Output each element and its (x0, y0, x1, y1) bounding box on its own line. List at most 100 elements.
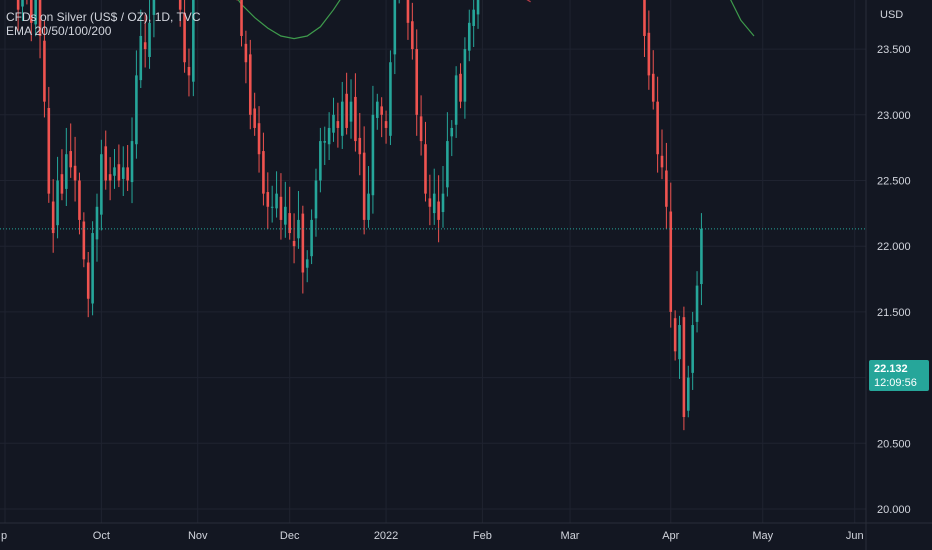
price-axis[interactable]: 20.00020.50021.00021.50022.00022.50023.0… (877, 0, 911, 516)
candle (82, 212, 86, 268)
candle-body (187, 66, 191, 76)
candle-body (432, 193, 436, 214)
candle (69, 123, 72, 178)
candle-body (301, 213, 305, 273)
price-tick-label: 21.500 (877, 307, 911, 319)
candle (113, 148, 116, 189)
candle-body (34, 0, 37, 25)
candle-body (362, 152, 366, 220)
candle (288, 186, 291, 240)
candle (424, 121, 427, 202)
candle (332, 97, 335, 142)
candle (292, 213, 296, 264)
candle (257, 106, 261, 173)
candle-body (700, 228, 703, 285)
candle-body (143, 42, 147, 50)
candle-body (69, 151, 72, 168)
candle-body (152, 0, 156, 15)
candle (244, 30, 248, 84)
candle-body (643, 0, 646, 36)
symbol-title[interactable]: CFDs on Silver (US$ / OZ), 1D, TVC (6, 10, 201, 24)
candle (682, 306, 686, 431)
candle-body (297, 219, 300, 239)
candle-body (323, 141, 327, 143)
candle-body (411, 21, 414, 50)
candle-body (354, 96, 357, 142)
candle (450, 120, 454, 157)
candle (406, 0, 410, 40)
candle-body (65, 154, 68, 189)
candle (389, 50, 392, 146)
candle-body (108, 174, 112, 181)
candle-body (183, 12, 186, 63)
candle (376, 93, 379, 130)
candle-body (270, 206, 274, 208)
candle-body (288, 213, 291, 234)
candle (354, 73, 357, 152)
candle (104, 130, 108, 190)
candle-body (100, 154, 103, 215)
candle-body (38, 0, 42, 36)
indicator-title[interactable]: EMA 20/50/100/200 (6, 24, 112, 38)
candle (384, 110, 388, 144)
candle-body (376, 101, 379, 118)
time-axis[interactable]: p Oct Nov Dec 2022 Feb Mar Apr May Jun (1, 530, 864, 542)
time-tick-label: Nov (188, 530, 208, 542)
candle (139, 9, 143, 88)
candle-body (148, 22, 151, 57)
candle-body (262, 151, 265, 194)
currency-label[interactable]: USD (880, 9, 904, 21)
candle-body (358, 137, 362, 155)
candle (691, 311, 694, 390)
candle-body (95, 206, 99, 240)
candle-body (121, 167, 125, 179)
candle (432, 168, 436, 225)
candle (362, 126, 366, 235)
candle-body (472, 9, 475, 26)
candle-body (437, 201, 440, 220)
time-tick-label: p (1, 530, 7, 542)
time-tick-label: Dec (280, 530, 300, 542)
candle-body (310, 219, 313, 257)
candle (371, 85, 375, 214)
candle (345, 72, 348, 135)
candle-body (651, 73, 655, 102)
candle (47, 86, 51, 203)
candle (60, 149, 64, 201)
candle-body (60, 174, 64, 194)
candle-body (275, 193, 278, 209)
candle (117, 144, 121, 188)
candle (314, 168, 318, 237)
candle-body (424, 144, 427, 194)
candle (266, 172, 270, 230)
candle (349, 79, 353, 139)
time-tick-label: Mar (561, 530, 580, 542)
last-price-value: 22.132 (874, 363, 908, 375)
candle-body (384, 121, 388, 128)
candle-body (279, 196, 283, 220)
candle-body (47, 107, 51, 194)
candle (65, 127, 68, 206)
candle-body (446, 141, 449, 188)
candle-body (16, 0, 20, 10)
candle-body (104, 146, 108, 181)
candle-body (135, 75, 138, 145)
candle (178, 0, 182, 27)
candle (121, 146, 125, 197)
candle-body (441, 193, 445, 213)
candle (91, 221, 94, 316)
candle (135, 50, 138, 159)
candle-body (678, 325, 681, 360)
time-tick-label: May (752, 530, 773, 542)
candle-body (56, 180, 59, 226)
candle (143, 14, 147, 68)
candle-body (463, 49, 467, 102)
candle-body (248, 54, 252, 115)
candle-body (656, 101, 659, 155)
candle (152, 0, 156, 38)
candle (454, 66, 458, 138)
candle (660, 129, 664, 180)
candlesticks[interactable] (4, 0, 703, 431)
